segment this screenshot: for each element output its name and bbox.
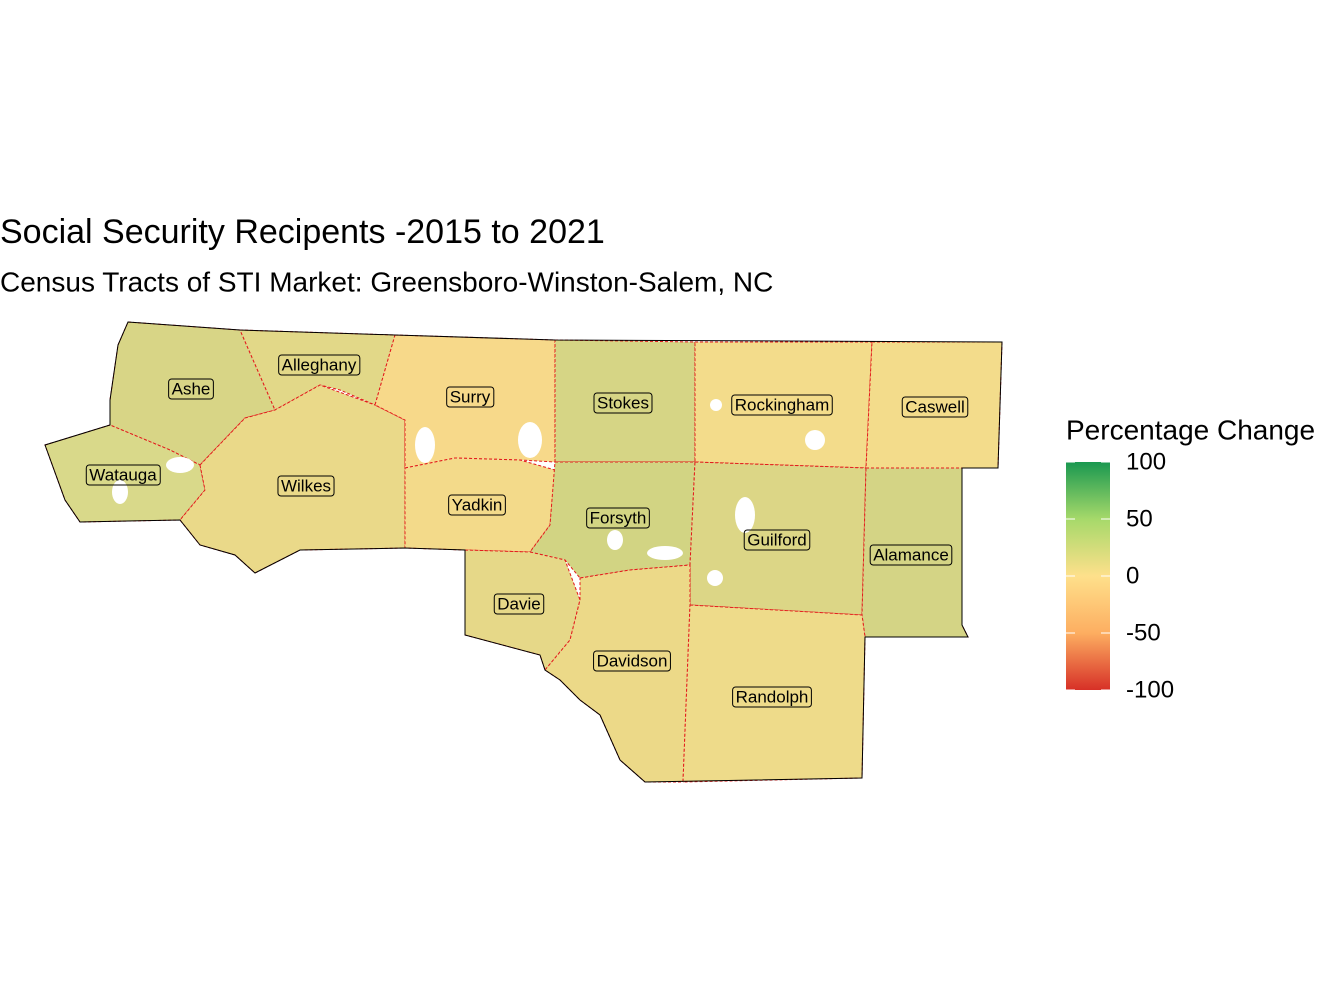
county-map [44, 321, 1003, 783]
label-box [446, 386, 495, 408]
label-box [901, 396, 969, 418]
county-name: Stokes [597, 393, 649, 412]
legend-tick-label: 50 [1126, 505, 1153, 532]
county-label: Alamance [869, 544, 953, 566]
county-label: Davie [493, 593, 545, 615]
county-label: Alleghany [278, 354, 361, 376]
label-box [278, 354, 361, 376]
county-name: Caswell [905, 397, 965, 416]
county-name: Rockingham [735, 395, 830, 414]
label-box [493, 593, 545, 615]
legend-tick-label: -100 [1126, 676, 1174, 703]
county-shape [689, 461, 867, 616]
county-name: Ashe [172, 379, 211, 398]
county-name: Davidson [597, 651, 668, 670]
county-shape [544, 564, 691, 783]
county-label: Yadkin [448, 494, 506, 516]
county-label: Randolph [732, 686, 812, 708]
county-label: Guilford [743, 529, 811, 551]
county-label: Stokes [593, 392, 653, 414]
county-name: Guilford [747, 530, 807, 549]
market-outline [44, 321, 1003, 783]
county-name: Watauga [89, 465, 157, 484]
county-label: Wilkes [277, 475, 335, 497]
label-box [869, 544, 953, 566]
county-label: Ashe [168, 378, 214, 400]
label-box [168, 378, 214, 400]
county-label: Caswell [901, 396, 969, 418]
county-label: Forsyth [586, 507, 650, 529]
county-shape [694, 341, 873, 469]
label-box [85, 464, 161, 486]
county-name: Alleghany [282, 355, 357, 374]
county-label: Rockingham [731, 394, 833, 416]
label-box [731, 394, 833, 416]
county-label: Surry [446, 386, 495, 408]
missing-tracts [112, 399, 825, 586]
county-labels: Ashe Alleghany Watauga Wilkes Surry Yadkin Sto… [85, 354, 969, 708]
county-name: Surry [450, 387, 491, 406]
legend-title: Percentage Change [1066, 414, 1315, 445]
label-box [586, 507, 650, 529]
label-box [732, 686, 812, 708]
label-box [448, 494, 506, 516]
label-box [743, 529, 811, 551]
map-title: Social Security Recipents -2015 to 2021 [0, 213, 605, 251]
county-name: Forsyth [590, 508, 647, 527]
county-name: Alamance [873, 545, 949, 564]
legend-tick-label: 100 [1126, 448, 1166, 475]
county-label: Watauga [85, 464, 161, 486]
county-label: Davidson [593, 650, 671, 672]
legend: 100 50 0 -50 -100 [1066, 448, 1174, 703]
county-name: Yadkin [452, 495, 503, 514]
map-subtitle: Census Tracts of STI Market: Greensboro-… [0, 266, 773, 297]
legend-tick-label: 0 [1126, 562, 1139, 589]
county-name: Randolph [736, 687, 809, 706]
county-name: Wilkes [281, 476, 331, 495]
county-name: Davie [497, 594, 540, 613]
legend-tick-label: -50 [1126, 619, 1161, 646]
label-box [593, 392, 653, 414]
label-box [593, 650, 671, 672]
label-box [277, 475, 335, 497]
